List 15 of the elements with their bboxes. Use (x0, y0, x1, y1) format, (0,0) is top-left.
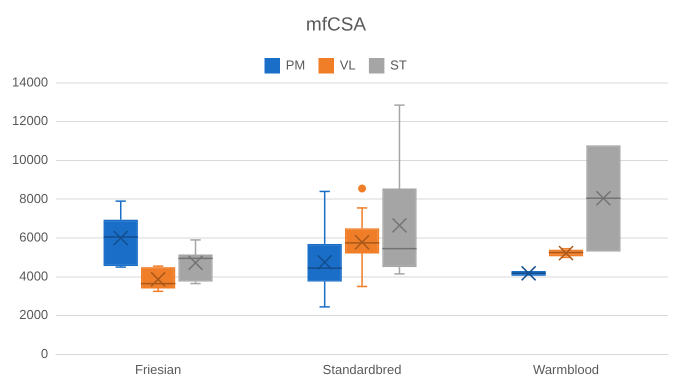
y-tick-label: 10000 (12, 152, 48, 167)
legend-label: VL (340, 57, 356, 72)
y-tick-label: 4000 (19, 268, 48, 284)
y-tick-label: 6000 (19, 230, 48, 245)
x-tick-label: Friesian (135, 362, 182, 377)
legend-label: PM (286, 57, 306, 72)
y-tick-label: 2000 (19, 307, 48, 322)
legend-label: ST (390, 57, 407, 72)
y-tick-label: 8000 (19, 190, 48, 206)
x-tick-label: Standardbred (322, 362, 402, 377)
y-tick-label: 12000 (12, 113, 48, 128)
y-tick-label: 14000 (12, 74, 48, 90)
y-tick-label: 0 (40, 346, 48, 361)
x-tick-label: Warmblood (533, 362, 600, 377)
chart-title: mfCSA (306, 14, 366, 36)
